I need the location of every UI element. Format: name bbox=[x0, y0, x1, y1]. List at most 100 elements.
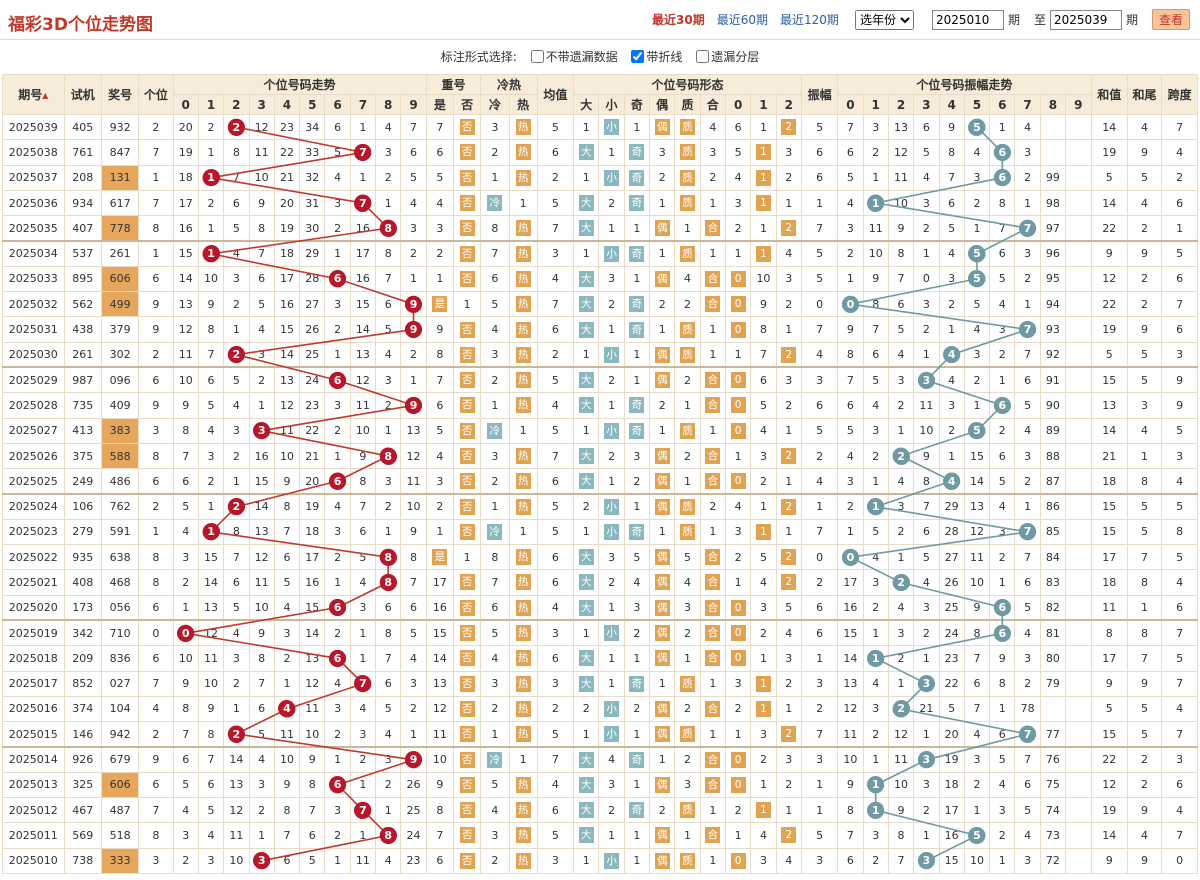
amp-trend-cell: 15 bbox=[837, 619, 864, 647]
shape-cell: 1 bbox=[573, 113, 600, 141]
sum-tail-cell: 1 bbox=[1126, 442, 1163, 470]
table-row: 2025011 569 518 8 3 4 11 1 7 6 2 1 8 24 7 否 3 热 5 大 1 1 偶 1 合 1 4 2… bbox=[2, 822, 1198, 849]
shape-cell: 1 bbox=[699, 670, 726, 697]
options-bar: 标注形式选择: 不带遗漏数据 带折线 遗漏分层 bbox=[0, 44, 1200, 70]
amp-trend-cell: 17 bbox=[837, 569, 864, 596]
year-select[interactable]: 选年份 bbox=[854, 9, 914, 30]
shape-cell: 0 bbox=[724, 594, 752, 621]
to-label: 至 bbox=[1033, 13, 1046, 27]
amp-trend-cell: 6 bbox=[887, 291, 915, 318]
shape-cell: 4 bbox=[699, 113, 726, 141]
prize-number: 027 bbox=[100, 670, 140, 697]
header-shape-sub: 奇 bbox=[623, 94, 651, 115]
header-repeat-sub: 是 bbox=[425, 94, 454, 115]
amp-cell: 5 bbox=[800, 265, 839, 293]
repeat-badge: 否 bbox=[459, 220, 475, 237]
from-issue-input[interactable] bbox=[931, 9, 1004, 30]
amp-trend-cell: 12 bbox=[837, 695, 864, 723]
option-missing-layers[interactable]: 遗漏分层 bbox=[696, 50, 759, 64]
avg-cell: 3 bbox=[536, 670, 575, 697]
sum-cell: 17 bbox=[1090, 544, 1128, 571]
shape-cell: 2 bbox=[775, 569, 802, 596]
trend-cell: 2 bbox=[223, 670, 250, 697]
trend-cell: 15 bbox=[197, 544, 225, 571]
avg-cell: 3 bbox=[536, 239, 575, 267]
header-amp-digit: 4 bbox=[938, 94, 965, 115]
option-with-lines-checkbox[interactable] bbox=[631, 50, 645, 63]
avg-cell: 5 bbox=[536, 822, 575, 849]
road-badge: 0 bbox=[730, 599, 746, 616]
option-no-missing[interactable]: 不带遗漏数据 bbox=[530, 50, 618, 64]
amp-trend-cell: 5 bbox=[887, 316, 915, 343]
header-amp-digit: 5 bbox=[963, 94, 991, 115]
amp-trend-cell: 2 bbox=[887, 442, 915, 470]
option-with-lines[interactable]: 带折线 bbox=[631, 50, 682, 64]
header-issue[interactable]: 期号▴ bbox=[2, 74, 65, 115]
amp-trend-cell: 4 bbox=[989, 771, 1016, 799]
shape-badge: 质 bbox=[680, 144, 695, 161]
shape-cell: 5 bbox=[750, 544, 777, 571]
trend-cell: 2 bbox=[172, 847, 199, 874]
hotcold-cell: 5 bbox=[480, 291, 510, 318]
shape-cell: 1 bbox=[623, 822, 651, 849]
option-no-missing-checkbox[interactable] bbox=[530, 50, 544, 63]
shape-badge: 合 bbox=[705, 397, 721, 414]
sum-cell: 15 bbox=[1090, 518, 1128, 546]
shape-cell: 1 bbox=[649, 417, 676, 444]
amp-trend-cell: 11 bbox=[862, 215, 889, 242]
link-recent-60[interactable]: 最近60期 bbox=[716, 13, 769, 27]
repeat-cell: 否 bbox=[452, 215, 482, 242]
hot-badge: 热 bbox=[515, 169, 531, 186]
shape-badge: 质 bbox=[680, 346, 695, 363]
trend-cell: 23 bbox=[299, 392, 326, 419]
trend-ball: 6 bbox=[329, 649, 347, 667]
prize-number: 588 bbox=[100, 442, 140, 470]
amp-trend-cell: 3 bbox=[913, 366, 940, 394]
trend-cell: 10 bbox=[349, 417, 377, 444]
query-button[interactable]: 查看 bbox=[1151, 9, 1190, 30]
to-issue-input[interactable] bbox=[1049, 9, 1122, 30]
span-cell: 0 bbox=[1161, 847, 1198, 874]
link-recent-30[interactable]: 最近30期 bbox=[652, 13, 705, 27]
shape-cell: 3 bbox=[699, 139, 726, 166]
amp-trend-cell bbox=[1065, 392, 1092, 419]
trend-cell: 11 bbox=[349, 847, 377, 874]
amp-trend-cell: 8 bbox=[837, 797, 864, 824]
amp-trend-cell: 86 bbox=[1039, 492, 1067, 520]
shape-cell: 2 bbox=[750, 745, 777, 773]
sum-cell: 19 bbox=[1090, 316, 1128, 343]
repeat-cell: 9 bbox=[425, 771, 454, 799]
amp-trend-cell: 6 bbox=[938, 189, 965, 217]
table-row: 2025012 467 487 7 4 5 12 2 8 7 3 7 1 25 8 否 4 热 6 大 2 奇 2 质 1 2 1 1… bbox=[2, 797, 1198, 824]
amp-trend-cell: 8 bbox=[887, 822, 915, 849]
trend-cell: 2 bbox=[273, 645, 301, 672]
span-cell: 7 bbox=[1161, 291, 1198, 318]
shape-cell: 奇 bbox=[623, 745, 651, 773]
amp-trend-cell: 12 bbox=[887, 139, 915, 166]
test-number: 106 bbox=[63, 492, 102, 520]
trend-ball: 3 bbox=[253, 852, 271, 870]
shape-cell: 3 bbox=[674, 594, 701, 621]
shape-cell: 2 bbox=[775, 544, 802, 571]
avg-cell: 6 bbox=[536, 797, 575, 824]
header-shape-sub: 小 bbox=[598, 94, 625, 115]
shape-cell: 0 bbox=[724, 847, 752, 874]
amp-trend-cell: 9 bbox=[887, 215, 915, 242]
amp-trend-cell bbox=[1065, 594, 1092, 621]
table-row: 2025013 325 606 6 5 6 13 3 9 8 6 1 2 26 9 否 5 热 4 大 3 1 偶 3 合 0 1 2… bbox=[2, 771, 1198, 799]
amp-trend-cell bbox=[1065, 291, 1092, 318]
shape-cell: 奇 bbox=[623, 239, 651, 267]
amp-trend-cell: 16 bbox=[938, 822, 965, 849]
shape-badge: 偶 bbox=[654, 549, 670, 566]
link-recent-120[interactable]: 最近120期 bbox=[780, 13, 839, 27]
option-missing-layers-checkbox[interactable] bbox=[696, 50, 710, 63]
unit-digit: 9 bbox=[138, 291, 174, 318]
repeat-cell: 5 bbox=[425, 164, 454, 191]
shape-cell: 1 bbox=[598, 670, 625, 697]
unit-digit: 3 bbox=[138, 417, 174, 444]
shape-cell: 质 bbox=[674, 341, 701, 368]
amp-trend-cell: 4 bbox=[1014, 417, 1041, 444]
amp-trend-cell: 78 bbox=[1014, 695, 1041, 723]
shape-cell: 0 bbox=[724, 265, 752, 293]
shape-badge: 大 bbox=[578, 296, 594, 313]
